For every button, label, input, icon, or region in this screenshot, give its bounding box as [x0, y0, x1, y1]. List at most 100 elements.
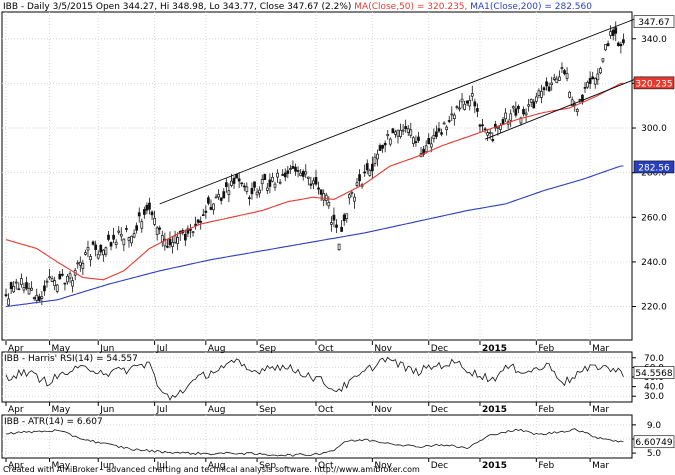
- rsi-x-label: Dec: [431, 405, 448, 415]
- candle: [565, 67, 569, 82]
- candle-body: [96, 253, 100, 259]
- candle: [604, 44, 607, 52]
- rsi-x-label: Jul: [156, 405, 168, 415]
- rsi-x-label: Sep: [259, 405, 276, 415]
- ma50-tag: 320.235: [633, 76, 675, 89]
- candle-body: [429, 143, 433, 148]
- candle-body: [478, 124, 482, 127]
- candle-body: [25, 282, 28, 289]
- ma50-line: [5, 82, 624, 281]
- candle: [532, 99, 536, 109]
- rsi-last-tag: 54.5568: [633, 366, 675, 379]
- candle: [463, 100, 466, 111]
- candle-body: [491, 139, 495, 142]
- price-panel-title: IBB - Daily 3/5/2015 Open 344.27, Hi 348…: [3, 2, 592, 12]
- candle-body: [283, 172, 287, 178]
- candle: [253, 181, 256, 192]
- price-x-label: Sep: [259, 344, 276, 354]
- candle: [524, 108, 528, 123]
- candle-body: [55, 284, 59, 292]
- candle-body: [363, 171, 367, 174]
- candle-body: [314, 177, 318, 185]
- price-x-label: Oct: [318, 344, 334, 354]
- candle-body: [194, 223, 197, 226]
- candle-body: [294, 166, 297, 172]
- candle: [137, 207, 141, 223]
- candle-body: [212, 203, 215, 211]
- candle-body: [555, 78, 559, 84]
- candle: [63, 282, 67, 291]
- candle: [294, 163, 297, 176]
- candle-body: [509, 113, 513, 121]
- atr-tick-label: 5.0: [647, 449, 662, 459]
- candle: [350, 190, 354, 198]
- candle-body: [412, 137, 415, 144]
- candle: [373, 153, 377, 167]
- candle: [250, 182, 254, 200]
- candle-body: [599, 68, 602, 74]
- candle-body: [565, 73, 569, 79]
- candle: [547, 82, 551, 92]
- candle: [599, 66, 602, 75]
- candle-body: [27, 287, 31, 295]
- candle: [27, 282, 31, 295]
- candle-body: [122, 238, 126, 246]
- candle: [478, 123, 482, 133]
- candle: [199, 216, 203, 230]
- candle-body: [442, 122, 446, 125]
- candle: [614, 21, 618, 42]
- candle: [9, 281, 13, 294]
- candle: [119, 227, 123, 242]
- candle-body: [112, 234, 115, 240]
- candle-body: [253, 181, 256, 188]
- candle: [66, 274, 69, 285]
- candle: [583, 82, 587, 93]
- price-title-ma200: MA1(Close,200) = 282.560: [470, 2, 592, 12]
- candle: [558, 70, 561, 81]
- candle: [386, 129, 390, 140]
- candle-body: [458, 107, 461, 110]
- price-x-label: Mar: [592, 344, 609, 354]
- candle: [340, 220, 343, 232]
- candle: [560, 62, 564, 74]
- candle: [514, 101, 518, 118]
- candle: [91, 240, 95, 246]
- candle: [45, 278, 49, 288]
- candle: [43, 280, 46, 296]
- rsi-tick-label: 70.0: [644, 354, 664, 364]
- candle: [125, 225, 128, 233]
- candle: [281, 169, 285, 176]
- candle: [304, 164, 308, 179]
- candle-body: [606, 43, 610, 47]
- candle: [183, 229, 187, 247]
- candle-body: [245, 186, 249, 192]
- candle: [96, 250, 100, 260]
- candle: [622, 33, 625, 46]
- candle: [412, 136, 415, 147]
- candle-body: [470, 93, 474, 97]
- candle-body: [547, 86, 551, 92]
- candle-body: [391, 128, 395, 134]
- candle: [476, 103, 479, 118]
- candle-body: [504, 112, 507, 120]
- candle: [381, 144, 384, 153]
- candle: [455, 105, 459, 110]
- candle: [312, 177, 315, 190]
- candle-body: [30, 287, 33, 291]
- candle-body: [171, 242, 174, 247]
- candle-body: [468, 100, 472, 107]
- candle: [102, 248, 105, 262]
- candle: [337, 243, 341, 251]
- candle: [314, 169, 318, 186]
- candle: [447, 115, 451, 124]
- candle-body: [12, 285, 16, 293]
- price-x-label: Jun: [99, 344, 114, 354]
- candle: [540, 84, 543, 104]
- candle-body: [255, 191, 259, 196]
- candle: [268, 173, 272, 194]
- candle-body: [230, 180, 233, 186]
- candle-body: [524, 112, 528, 116]
- candle-body: [14, 281, 18, 284]
- candle: [470, 85, 474, 102]
- candle-body: [37, 296, 41, 301]
